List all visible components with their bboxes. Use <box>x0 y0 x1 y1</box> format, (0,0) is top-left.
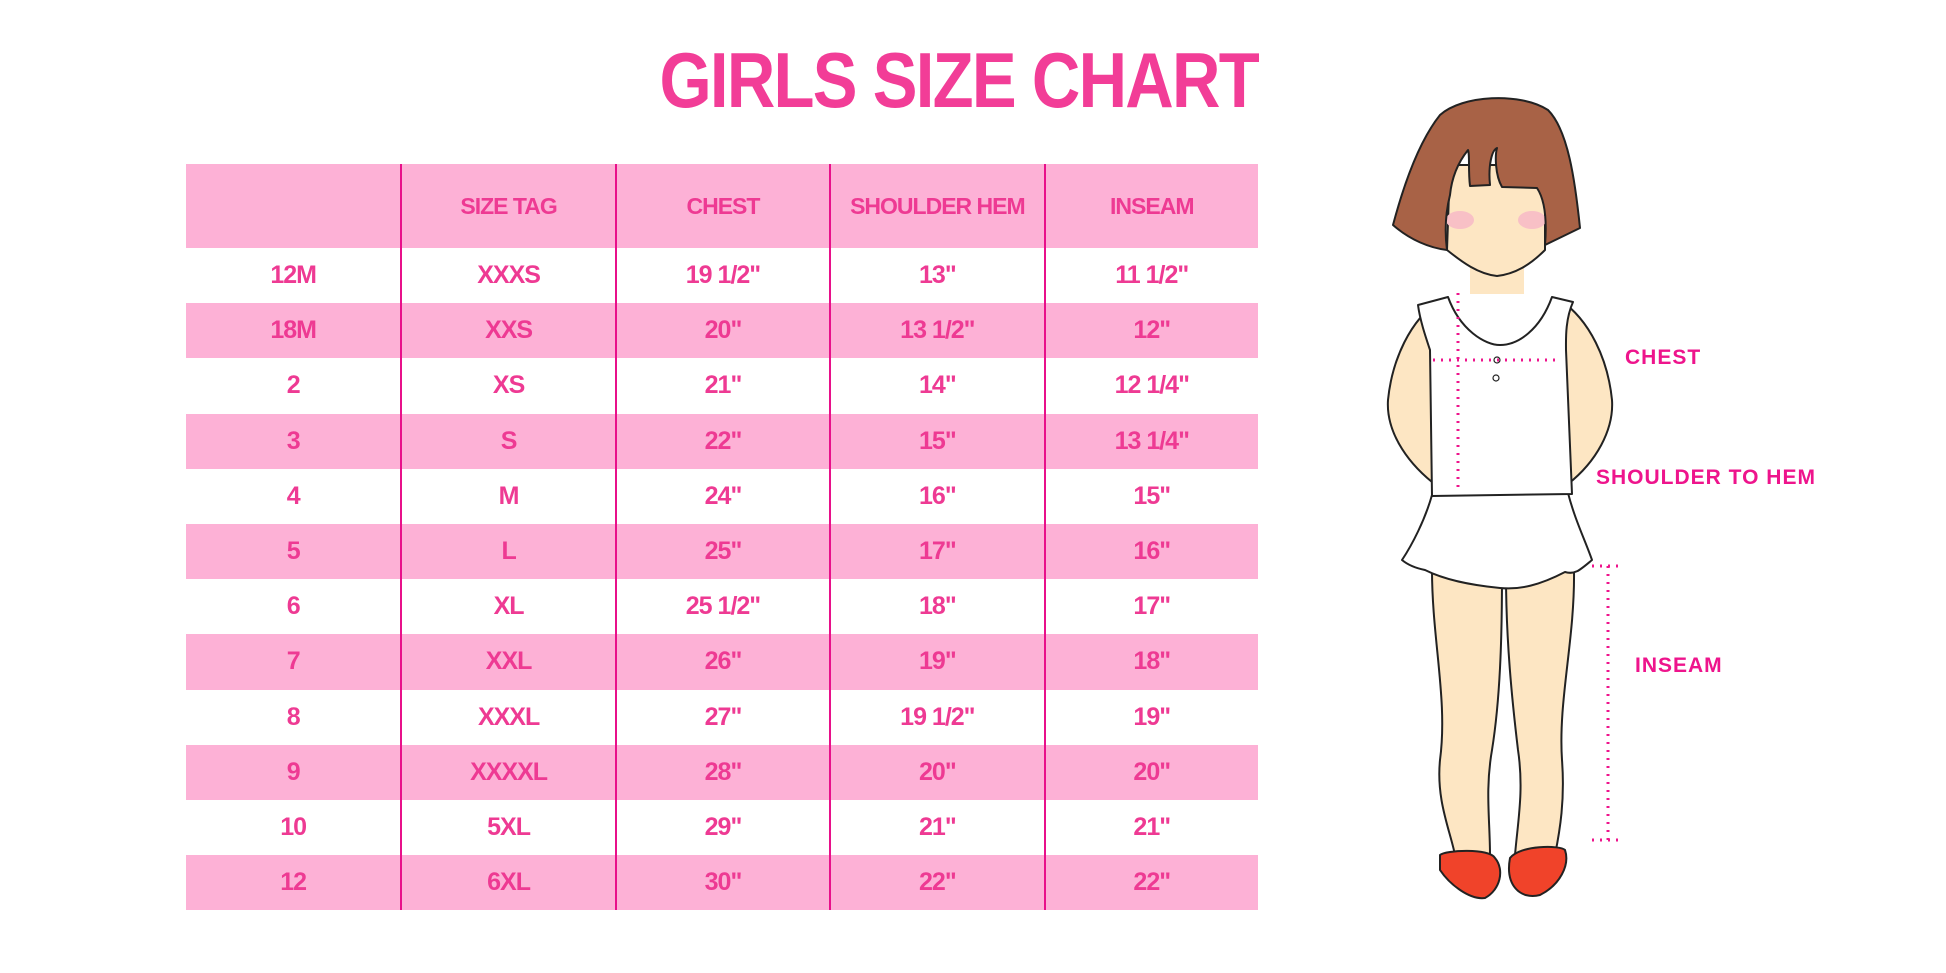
table-cell: 13 1/2" <box>829 303 1043 359</box>
left-leg <box>1431 569 1503 856</box>
table-cell: L <box>400 523 614 580</box>
table-cell: 20" <box>829 744 1043 800</box>
neck <box>1470 262 1524 294</box>
table-cell: 28" <box>614 744 829 800</box>
column-header: SIZE TAG <box>400 164 614 248</box>
left-arm <box>1386 299 1441 483</box>
table-cell: XXS <box>400 303 614 359</box>
table-cell: M <box>400 468 614 524</box>
table-cell: 18" <box>1043 634 1258 690</box>
table-row: 8 XXXL 27" 19 1/2" 19" <box>186 689 1258 745</box>
table-row: 9 XXXXL 28" 20" 20" <box>186 744 1258 800</box>
size-cell: 18M <box>270 316 317 345</box>
inseam-label: INSEAM <box>1635 654 1723 677</box>
table-cell: 24" <box>614 468 829 524</box>
table-row: 6 XL 25 1/2" 18" 17" <box>186 579 1258 635</box>
column-header: SHOULDER HEM <box>829 164 1043 248</box>
table-cell: XXXS <box>400 248 614 304</box>
table-cell: 19 1/2" <box>614 248 829 304</box>
table-cell: 27" <box>614 689 829 745</box>
table-cell: 5XL <box>400 799 614 856</box>
table-cell: XS <box>400 358 614 414</box>
table-cell: 21" <box>614 358 829 414</box>
shirt-button <box>1493 356 1501 364</box>
table-cell: 30" <box>614 855 829 911</box>
table-cell: 29" <box>614 799 829 856</box>
size-cell: 12M <box>270 261 317 290</box>
table-cell: 26" <box>614 634 829 690</box>
right-shoe <box>1508 845 1568 897</box>
table-cell: XXXL <box>400 689 614 745</box>
right-leg <box>1505 569 1576 856</box>
table-cell: 16" <box>1043 523 1258 580</box>
table-header-row: SIZE TAG CHEST SHOULDER HEM INSEAM <box>186 164 1258 248</box>
table-cell: 18" <box>829 579 1043 635</box>
table-row: 4 M 24" 16" 15" <box>186 468 1258 524</box>
table-row: 3 S 22" 15" 13 1/4" <box>186 413 1258 469</box>
table-row: 10 5XL 29" 21" 21" <box>186 799 1258 856</box>
table-row: 12M XXXS 19 1/2" 13" 11 1/2" <box>186 248 1258 304</box>
table-cell: 21" <box>1043 799 1258 856</box>
size-cell: 5 <box>286 537 301 566</box>
size-cell: 9 <box>286 757 301 786</box>
table-cell: 13 1/4" <box>1043 413 1258 469</box>
left-shoe <box>1439 849 1502 900</box>
size-cell: 8 <box>286 702 301 731</box>
table-cell: 19 1/2" <box>829 689 1043 745</box>
table-cell: 6XL <box>400 855 614 911</box>
size-cell: 7 <box>286 647 301 676</box>
column-header: CHEST <box>614 164 829 248</box>
size-cell: 3 <box>286 426 301 455</box>
face <box>1446 164 1546 277</box>
shoulder-to-hem-label: SHOULDER TO HEM <box>1596 466 1816 489</box>
table-cell: XXL <box>400 634 614 690</box>
skirt <box>1401 492 1593 590</box>
table-cell: 15" <box>1043 468 1258 524</box>
size-cell: 2 <box>286 371 301 400</box>
shirt <box>1417 296 1574 497</box>
size-cell: 12 <box>280 868 307 897</box>
chest-label: CHEST <box>1625 346 1702 369</box>
size-cell: 4 <box>286 481 301 510</box>
cheek <box>1446 211 1474 229</box>
column-header <box>186 164 400 248</box>
table-row: 18M XXS 20" 13 1/2" 12" <box>186 303 1258 359</box>
column-header: INSEAM <box>1043 164 1258 248</box>
table-cell: 25" <box>614 523 829 580</box>
table-cell: 21" <box>829 799 1043 856</box>
table-cell: 15" <box>829 413 1043 469</box>
table-cell: XXXXL <box>400 744 614 800</box>
table-cell: 20" <box>614 303 829 359</box>
table-cell: 16" <box>829 468 1043 524</box>
table-cell: XL <box>400 579 614 635</box>
table-cell: S <box>400 413 614 469</box>
right-arm <box>1559 299 1614 485</box>
table-cell: 12 1/4" <box>1043 358 1258 414</box>
size-cell: 6 <box>286 592 301 621</box>
table-cell: 17" <box>829 523 1043 580</box>
hair <box>1392 97 1581 251</box>
table-row: 2 XS 21" 14" 12 1/4" <box>186 358 1258 414</box>
size-cell: 10 <box>280 812 307 841</box>
table-row: 5 L 25" 17" 16" <box>186 523 1258 580</box>
table-row: 12 6XL 30" 22" 22" <box>186 855 1258 911</box>
table-cell: 22" <box>829 855 1043 911</box>
page-title: GIRLS SIZE CHART <box>659 36 1259 124</box>
table-cell: 20" <box>1043 744 1258 800</box>
table-cell: 19" <box>829 634 1043 690</box>
shirt-button <box>1492 374 1500 382</box>
table-cell: 11 1/2" <box>1043 248 1258 304</box>
size-chart-table: SIZE TAG CHEST SHOULDER HEM INSEAM 12M XXXS 19… <box>186 164 1258 911</box>
table-cell: 13" <box>829 248 1043 304</box>
table-cell: 19" <box>1043 689 1258 745</box>
table-cell: 22" <box>614 413 829 469</box>
table-cell: 14" <box>829 358 1043 414</box>
table-cell: 22" <box>1043 855 1258 911</box>
table-cell: 17" <box>1043 579 1258 635</box>
table-cell: 25 1/2" <box>614 579 829 635</box>
cheek <box>1518 211 1546 229</box>
table-cell: 12" <box>1043 303 1258 359</box>
table-row: 7 XXL 26" 19" 18" <box>186 634 1258 690</box>
